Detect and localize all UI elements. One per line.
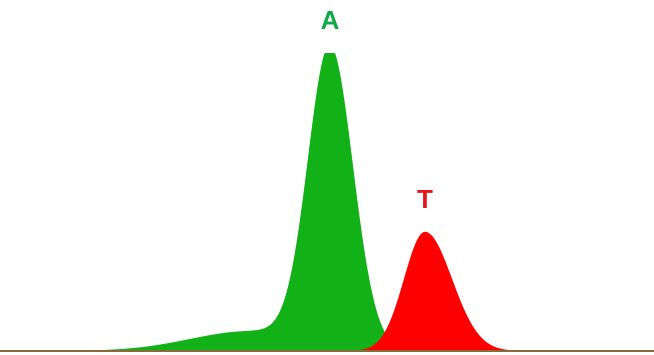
peak-label-a: A [321,5,340,35]
peak-label-t: T [417,184,433,214]
peak-labels: AT [321,5,433,214]
peak-area-a [0,53,654,351]
peak-areas [0,53,654,351]
